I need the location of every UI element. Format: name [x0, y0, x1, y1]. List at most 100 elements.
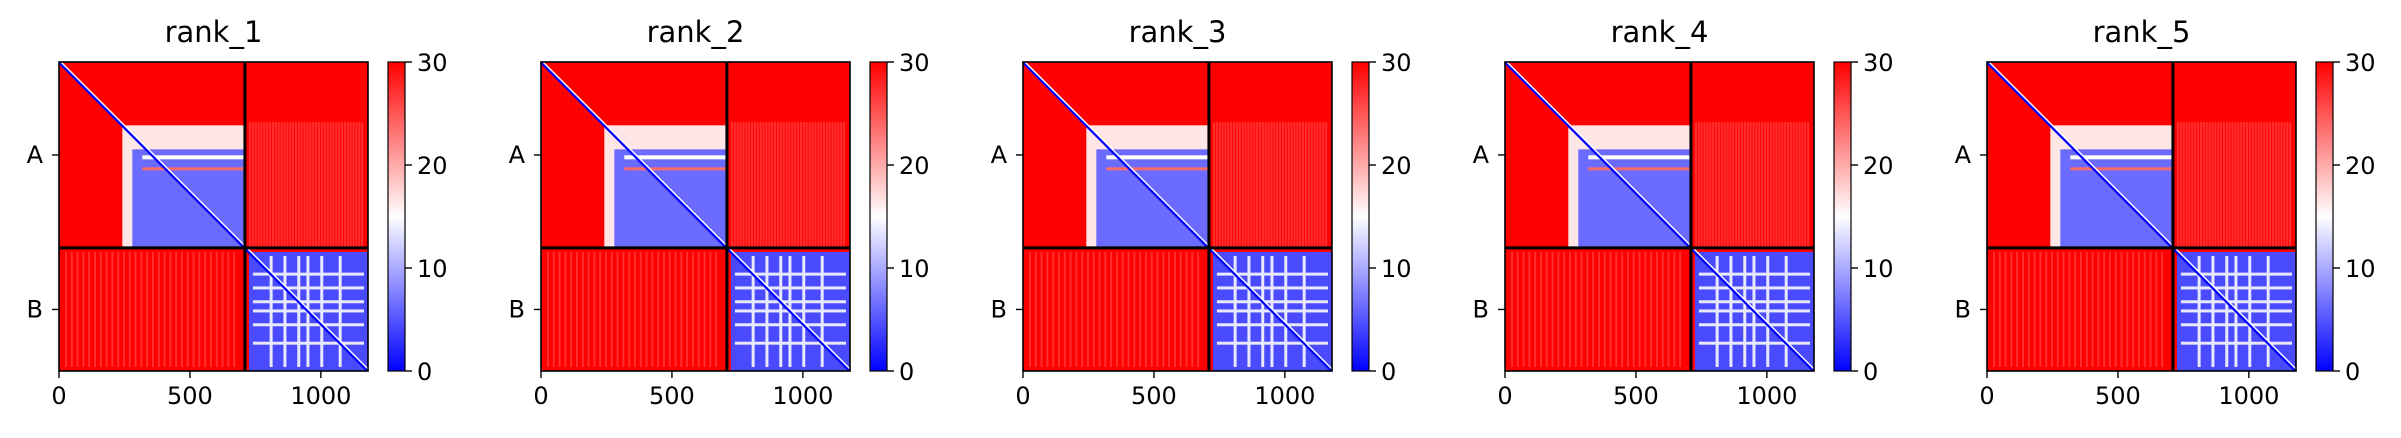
texture-stripe	[1603, 251, 1606, 367]
domain-b-band	[320, 255, 324, 367]
row-label: A	[1955, 141, 1972, 169]
heatmap-diagonal-edge	[1024, 61, 1333, 370]
panel-title: rank_1	[165, 15, 263, 49]
texture-stripe	[1057, 251, 1060, 367]
texture-stripe	[581, 251, 584, 367]
panel-5: rank_5 0 500 1000 A B 0 10 20 30	[1955, 15, 2376, 410]
domain-b-band	[1284, 255, 1288, 367]
domain-b-band	[1784, 255, 1788, 367]
texture-stripe	[657, 251, 660, 367]
texture-stripe	[2194, 122, 2197, 248]
texture-stripe	[2091, 251, 2094, 367]
x-tick-label: 1000	[1254, 382, 1315, 410]
texture-stripe	[2004, 251, 2007, 367]
texture-stripe	[2277, 122, 2280, 248]
texture-stripe	[1185, 251, 1188, 367]
domain-a-band	[624, 167, 727, 171]
texture-stripe	[2231, 122, 2234, 248]
heatmap	[1985, 60, 2298, 373]
heatmap-diagonal	[1021, 60, 1334, 373]
panel-4: rank_4 0 500 1000 A B 0 10 20 30	[1473, 15, 1894, 410]
heatmap-frame	[1986, 61, 2297, 372]
texture-stripe	[300, 122, 303, 248]
texture-stripe	[811, 122, 814, 248]
texture-stripe	[2208, 122, 2211, 248]
texture-stripe	[751, 122, 754, 248]
texture-stripe	[1792, 122, 1795, 248]
texture-stripe	[2260, 122, 2263, 248]
texture-stripe	[1597, 251, 1600, 367]
texture-stripe	[2056, 251, 2059, 367]
texture-stripe	[1258, 122, 1261, 248]
panel-title: rank_2	[647, 15, 745, 49]
x-tick-label: 1000	[772, 382, 833, 410]
texture-stripe	[2039, 251, 2042, 367]
domain-b-band	[1247, 255, 1251, 367]
texture-stripe	[1063, 251, 1066, 367]
texture-stripe	[1781, 122, 1784, 248]
texture-stripe	[1092, 251, 1095, 367]
texture-stripe	[1046, 251, 1049, 367]
texture-stripe	[814, 122, 817, 248]
x-tick-label: 500	[1613, 382, 1659, 410]
texture-stripe	[1230, 122, 1233, 248]
colorbar-tick-label: 0	[2345, 358, 2360, 386]
texture-stripe	[1784, 122, 1787, 248]
texture-stripe	[2243, 122, 2246, 248]
panel-1: rank_1 0 500 1000 A B 0 10 20 30	[27, 15, 448, 410]
texture-stripe	[65, 251, 67, 367]
texture-stripe	[2280, 122, 2283, 248]
texture-stripe	[1121, 251, 1124, 367]
heatmap-diagonal	[1503, 60, 1816, 373]
texture-stripe	[730, 122, 733, 248]
texture-stripe	[1766, 122, 1769, 248]
texture-stripe	[1304, 122, 1307, 248]
texture-stripe	[2062, 251, 2065, 367]
texture-stripe	[1697, 122, 1700, 248]
texture-stripe	[297, 122, 300, 248]
texture-stripe	[2155, 251, 2158, 367]
texture-stripe	[2263, 122, 2266, 248]
texture-stripe	[1638, 251, 1641, 367]
texture-stripe	[1667, 251, 1670, 367]
texture-stripe	[587, 251, 590, 367]
domain-b-band	[820, 255, 824, 367]
colorbar-tick-label: 10	[899, 255, 930, 283]
texture-stripe	[1235, 122, 1238, 248]
domain-b-band	[297, 255, 301, 367]
domain-b-band	[338, 255, 342, 367]
texture-stripe	[1786, 122, 1789, 248]
texture-stripe	[2021, 251, 2024, 367]
texture-stripe	[1528, 251, 1531, 367]
texture-stripe	[822, 122, 825, 248]
texture-stripe	[745, 122, 748, 248]
row-label: B	[1955, 295, 1971, 323]
texture-stripe	[1723, 122, 1726, 248]
texture-stripe	[1511, 251, 1513, 367]
colorbar-tick-label: 0	[1381, 358, 1396, 386]
texture-stripe	[1293, 122, 1296, 248]
texture-stripe	[1673, 251, 1676, 367]
colorbar: 0 10 20 30	[1833, 49, 1894, 386]
texture-stripe	[263, 122, 266, 248]
texture-stripe	[1081, 251, 1084, 367]
domain-b-band	[751, 255, 755, 367]
domain-b-band	[802, 255, 806, 367]
texture-stripe	[209, 251, 212, 367]
texture-stripe	[802, 122, 805, 248]
texture-stripe	[1557, 251, 1560, 367]
texture-stripe	[2079, 251, 2082, 367]
texture-stripe	[1661, 251, 1664, 367]
texture-stripe	[1807, 122, 1810, 248]
texture-stripe	[346, 122, 349, 248]
heatmap-offdiag-texture	[547, 122, 846, 367]
domain-a-band	[142, 155, 245, 160]
heatmap	[1021, 60, 1334, 373]
texture-stripe	[828, 122, 831, 248]
x-tick-label: 500	[167, 382, 213, 410]
x-tick-label: 1000	[2218, 382, 2279, 410]
texture-stripe	[303, 122, 306, 248]
texture-stripe	[2126, 251, 2129, 367]
domain-a-block	[132, 149, 245, 248]
texture-stripe	[1772, 122, 1775, 248]
